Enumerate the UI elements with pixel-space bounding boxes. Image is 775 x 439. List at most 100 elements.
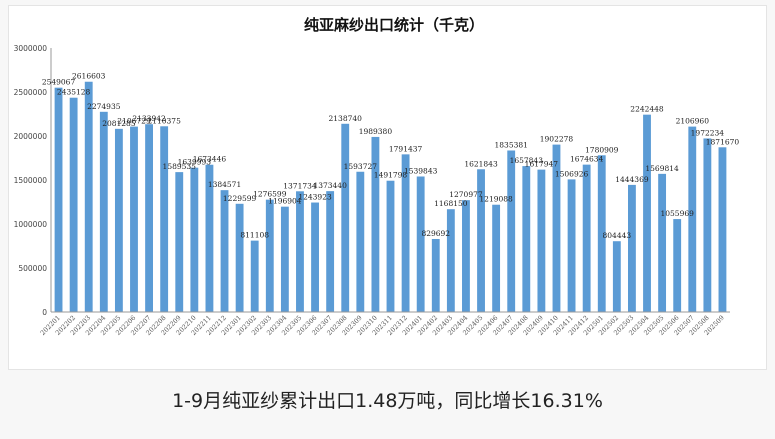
bar <box>658 173 667 312</box>
bar <box>718 147 727 312</box>
bar <box>190 167 199 312</box>
chart-title: 纯亚麻纱出口统计（千克） <box>304 16 484 34</box>
bar <box>401 154 410 312</box>
bar <box>160 126 169 312</box>
data-label: 2110375 <box>147 116 181 125</box>
chart-card: 纯亚麻纱出口统计（千克） 0 500000 1000000 1500000 200000… <box>8 5 767 370</box>
bar <box>356 171 365 312</box>
bar <box>371 136 380 312</box>
data-label: 829692 <box>421 229 450 238</box>
bar <box>703 138 712 312</box>
data-label: 1491798 <box>374 171 408 180</box>
bar-chart: 纯亚麻纱出口统计（千克） 0 500000 1000000 1500000 200000… <box>14 16 740 337</box>
data-label: 2616603 <box>72 72 106 81</box>
data-label: 2549067 <box>42 78 76 87</box>
y-tick-label: 2500000 <box>14 88 48 97</box>
bar <box>130 126 138 312</box>
bar <box>69 97 78 312</box>
bar <box>341 123 350 312</box>
data-label: 1229599 <box>223 194 257 203</box>
bar <box>416 176 425 312</box>
data-label: 1791437 <box>389 144 423 153</box>
data-label: 1902278 <box>540 135 574 144</box>
y-tick-label: 2000000 <box>14 132 48 141</box>
y-tick-label: 3000000 <box>14 44 48 53</box>
data-label: 1506926 <box>555 169 589 178</box>
data-label: 2242448 <box>630 105 664 114</box>
bar <box>688 126 697 312</box>
bar <box>492 204 501 312</box>
data-label: 1196904 <box>268 197 302 206</box>
bar <box>446 209 455 312</box>
data-label: 1835381 <box>495 140 528 149</box>
data-label: 1780909 <box>585 145 619 154</box>
data-label: 1373440 <box>313 181 347 190</box>
y-axis: 0 500000 1000000 1500000 2000000 2500000 30000… <box>14 44 52 317</box>
bar <box>673 219 682 312</box>
bar <box>175 172 184 312</box>
data-label: 1593727 <box>344 162 378 171</box>
bar <box>431 238 440 312</box>
data-label: 1270977 <box>449 190 483 199</box>
y-tick-label: 1500000 <box>14 176 48 185</box>
bar <box>114 128 123 312</box>
bar <box>507 150 516 312</box>
bar <box>84 81 93 312</box>
data-label: 2274935 <box>87 102 121 111</box>
bars <box>54 81 727 313</box>
bar <box>582 164 591 312</box>
data-label: 1871670 <box>706 137 740 146</box>
data-label: 1243923 <box>298 193 332 202</box>
data-label: 1674634 <box>570 155 604 164</box>
bar <box>205 164 214 312</box>
bar <box>296 191 304 312</box>
bar <box>145 124 154 312</box>
bar <box>627 184 636 312</box>
bar <box>597 155 606 312</box>
data-label: 1989380 <box>359 127 393 136</box>
data-label: 2106729 <box>117 117 151 126</box>
data-label: 1219088 <box>479 195 513 204</box>
data-label: 1539843 <box>404 166 438 175</box>
data-label: 1371734 <box>283 181 317 190</box>
data-label: 1444369 <box>615 175 649 184</box>
bar <box>643 114 651 312</box>
data-label: 1972234 <box>691 128 725 137</box>
bar <box>522 166 531 312</box>
bar <box>99 111 108 312</box>
data-label: 1657843 <box>510 156 544 165</box>
bar <box>552 144 561 312</box>
data-label: 1621843 <box>464 159 498 168</box>
bar <box>612 241 621 312</box>
bar <box>265 199 274 312</box>
y-tick-label: 500000 <box>18 264 47 273</box>
data-label: 1276599 <box>253 190 287 199</box>
bar <box>537 169 546 312</box>
bar <box>386 180 395 312</box>
bar <box>54 87 63 313</box>
data-label: 811108 <box>240 231 269 240</box>
data-label: 1589535 <box>163 162 197 171</box>
bar <box>567 179 576 312</box>
data-label: 804443 <box>603 231 632 240</box>
bar <box>462 200 470 312</box>
data-label: 1617947 <box>525 160 559 169</box>
bar <box>250 240 259 312</box>
data-label: 2133942 <box>132 114 166 123</box>
bar <box>280 206 289 312</box>
data-label: 1639993 <box>178 158 212 167</box>
bar <box>326 191 335 312</box>
data-label: 2138740 <box>329 114 363 123</box>
bar <box>311 202 319 312</box>
data-label: 2081285 <box>102 119 136 128</box>
data-label: 1384571 <box>208 180 241 189</box>
y-tick-label: 1000000 <box>14 220 48 229</box>
data-label: 2106960 <box>676 117 710 126</box>
bar <box>220 190 229 312</box>
bar <box>477 169 485 312</box>
data-label: 1673446 <box>193 155 227 164</box>
y-tick-label: 0 <box>42 308 47 317</box>
data-label: 1569814 <box>645 164 679 173</box>
data-label: 1055969 <box>660 209 694 218</box>
